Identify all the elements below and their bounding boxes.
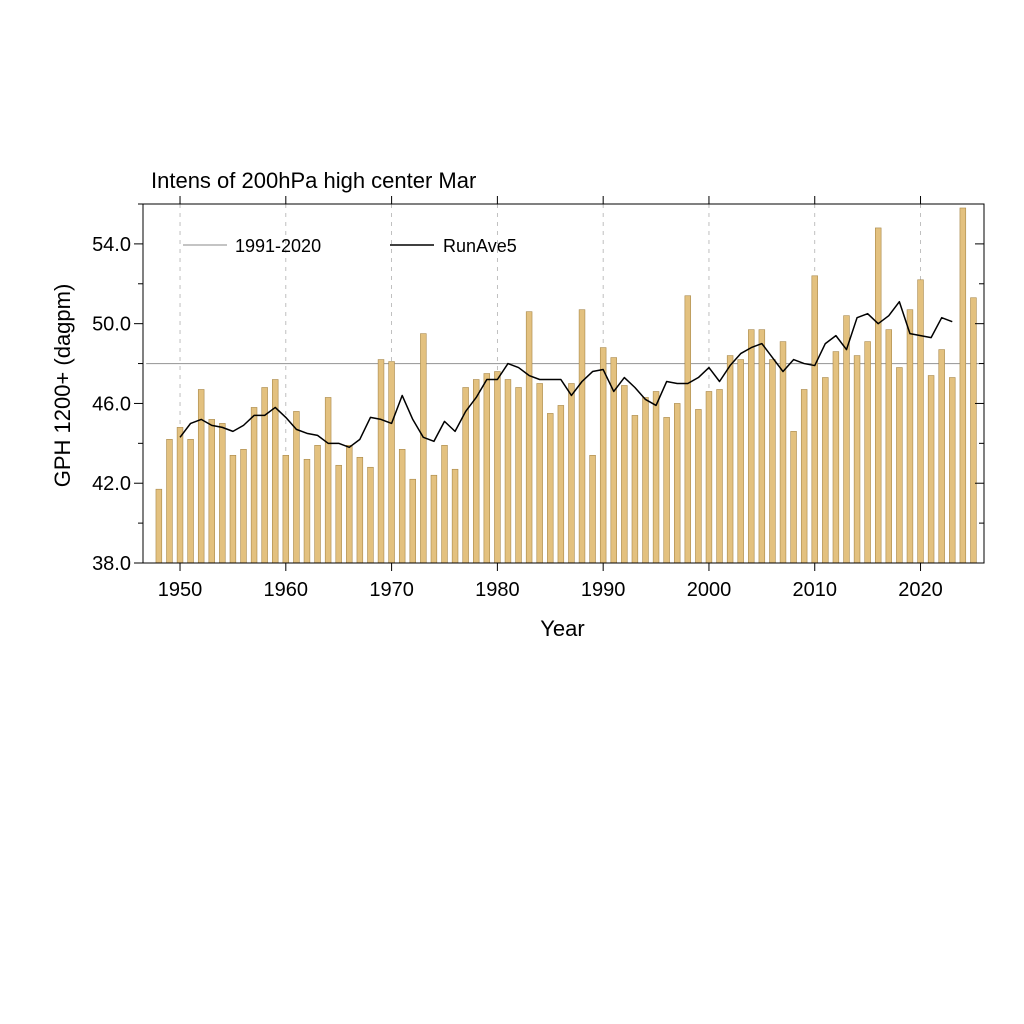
bar-2006 <box>769 359 776 564</box>
bar-2003 <box>737 359 744 564</box>
legend-running-mean-label: RunAve5 <box>443 236 517 256</box>
bar-1962 <box>303 458 311 564</box>
bar-1972 <box>409 478 416 564</box>
bar-1971 <box>398 449 406 564</box>
y-tick-label-0: 38.0 <box>92 553 131 575</box>
bar-2008 <box>790 431 797 564</box>
y-tick-label-4: 54.0 <box>92 234 131 256</box>
x-tick-label-3: 1980 <box>475 579 520 601</box>
bar-1996 <box>663 417 670 564</box>
bar-1993 <box>631 415 639 564</box>
y-axis-title: GPH 1200+ (dagpm) <box>50 284 75 488</box>
bar-1960 <box>282 454 290 564</box>
bar-1995 <box>652 391 660 564</box>
bar-2013 <box>843 315 850 564</box>
bar-1968 <box>367 466 374 564</box>
bar-2018 <box>896 367 903 564</box>
bar-2021 <box>927 375 935 564</box>
bar-1949 <box>166 439 173 564</box>
x-tick-label-1: 1960 <box>264 579 309 601</box>
x-tick-label-7: 2020 <box>898 579 943 601</box>
x-tick-label-0: 1950 <box>158 579 203 601</box>
bar-2000 <box>705 391 713 564</box>
bar-1980 <box>494 371 501 564</box>
bar-1957 <box>250 407 258 564</box>
bar-1982 <box>515 387 522 564</box>
bar-1999 <box>695 409 702 564</box>
bar-1976 <box>451 468 459 564</box>
x-tick-label-5: 2000 <box>687 579 732 601</box>
bar-2001 <box>716 389 723 564</box>
bar-2017 <box>885 329 893 564</box>
legend-climatology-label: 1991-2020 <box>235 236 321 256</box>
bar-2014 <box>853 355 861 564</box>
running-mean-line <box>179 300 953 449</box>
bar-1954 <box>219 423 226 564</box>
bar-1975 <box>441 445 448 564</box>
tick-layer: 38.0 42.0 46.0 50.0 54.0 1950 1960 1970 1980 1990… <box>92 196 984 601</box>
x-tick-label-2: 1970 <box>369 579 414 601</box>
bar-1978 <box>473 379 480 564</box>
x-tick-label-4: 1990 <box>581 579 626 601</box>
bar-1985 <box>547 413 554 564</box>
bar-1979 <box>483 373 491 564</box>
x-axis-title: Year <box>540 616 584 641</box>
bar-1992 <box>621 385 628 564</box>
bar-2024 <box>959 207 967 564</box>
y-tick-label-3: 50.0 <box>92 314 131 336</box>
bar-2015 <box>864 341 871 564</box>
chart-title: Intens of 200hPa high center Mar <box>151 168 476 193</box>
bar-1948 <box>155 488 163 564</box>
bar-1973 <box>420 333 427 564</box>
bar-1974 <box>430 474 438 564</box>
bar-1964 <box>324 397 332 564</box>
bar-1989 <box>589 454 596 564</box>
bar-1998 <box>684 295 692 564</box>
bar-2020 <box>917 279 924 564</box>
bar-1981 <box>504 379 512 564</box>
bar-2012 <box>832 351 840 564</box>
bar-1970 <box>388 361 395 564</box>
bar-1961 <box>293 411 300 564</box>
legend: 1991-2020 RunAve5 <box>183 236 517 256</box>
bar-2002 <box>726 355 734 564</box>
bar-1969 <box>377 359 385 564</box>
bar-1955 <box>229 454 237 564</box>
bar-2009 <box>800 389 808 564</box>
plot-frame <box>142 203 985 564</box>
bar-1967 <box>356 456 364 564</box>
bar-1983 <box>525 311 533 564</box>
bar-1988 <box>578 309 586 564</box>
bar-2025 <box>970 297 977 564</box>
x-tick-label-6: 2010 <box>792 579 837 601</box>
bar-1984 <box>536 383 543 564</box>
y-tick-label-1: 42.0 <box>92 473 131 495</box>
bar-1956 <box>240 449 247 564</box>
bar-2005 <box>758 329 766 564</box>
bar-2004 <box>748 329 755 564</box>
bar-layer <box>155 207 977 564</box>
bar-2019 <box>906 309 914 564</box>
bar-2022 <box>938 349 945 564</box>
bar-1966 <box>346 445 353 564</box>
y-tick-label-2: 46.0 <box>92 393 131 415</box>
bar-2010 <box>811 275 818 564</box>
bar-1952 <box>197 389 205 564</box>
bar-2016 <box>875 227 882 564</box>
bar-1987 <box>568 383 575 564</box>
bar-1950 <box>176 427 184 564</box>
bar-2023 <box>949 377 956 564</box>
bar-1965 <box>335 464 342 564</box>
bar-1997 <box>674 403 681 564</box>
bar-1994 <box>642 397 649 564</box>
bar-1951 <box>187 439 194 564</box>
bar-1953 <box>208 419 215 564</box>
bar-1986 <box>557 405 565 564</box>
bar-2007 <box>779 341 787 564</box>
bar-2011 <box>822 377 829 564</box>
bar-1963 <box>314 445 321 564</box>
bar-1990 <box>599 347 607 564</box>
running-mean-layer <box>179 300 953 449</box>
